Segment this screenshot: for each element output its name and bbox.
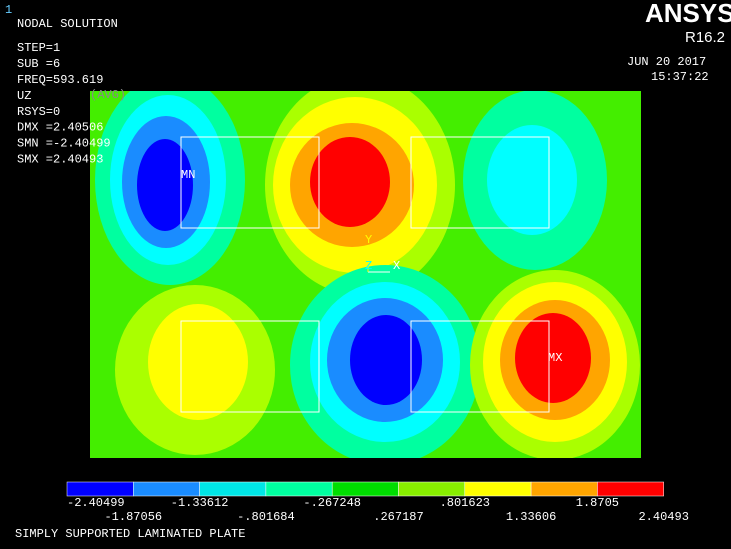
window-id: 1 — [5, 3, 12, 17]
legend-label: 1.33606 — [506, 510, 556, 524]
info-title: NODAL SOLUTION — [17, 17, 118, 31]
brand-version: R16.2 — [685, 29, 725, 46]
time: 15:37:22 — [651, 70, 709, 84]
max-label: MX — [548, 351, 562, 365]
triad — [367, 246, 390, 273]
legend-label: 1.8705 — [576, 496, 619, 510]
legend-label: .267187 — [373, 510, 423, 524]
avg-label: (AVG) — [90, 88, 126, 102]
legend-label: .801623 — [440, 496, 490, 510]
patch-outlines — [180, 136, 550, 413]
axis-label: X — [393, 259, 400, 273]
legend-label: -2.40499 — [67, 496, 125, 510]
axis-label: Z — [365, 259, 372, 273]
info-line: SUB =6 — [17, 57, 60, 71]
info-line: RSYS=0 — [17, 105, 60, 119]
info-line: SMN =-2.40499 — [17, 137, 111, 151]
info-line: STEP=1 — [17, 41, 60, 55]
legend-label: -.801684 — [237, 510, 295, 524]
legend-bar — [66, 481, 664, 497]
legend-label: -1.87056 — [104, 510, 162, 524]
info-line: DMX =2.40506 — [17, 121, 103, 135]
info-line: UZ — [17, 89, 31, 103]
footer-title: SIMPLY SUPPORTED LAMINATED PLATE — [15, 527, 245, 541]
info-line: SMX =2.40493 — [17, 152, 103, 166]
date: JUN 20 2017 — [627, 55, 706, 69]
brand-name: ANSYS — [645, 0, 731, 28]
legend-label: 2.40493 — [638, 510, 688, 524]
legend-label: -.267248 — [303, 496, 361, 510]
min-label: MN — [181, 168, 195, 182]
info-line: FREQ=593.619 — [17, 73, 103, 87]
legend-label: -1.33612 — [171, 496, 229, 510]
axis-label: Y — [365, 233, 372, 247]
